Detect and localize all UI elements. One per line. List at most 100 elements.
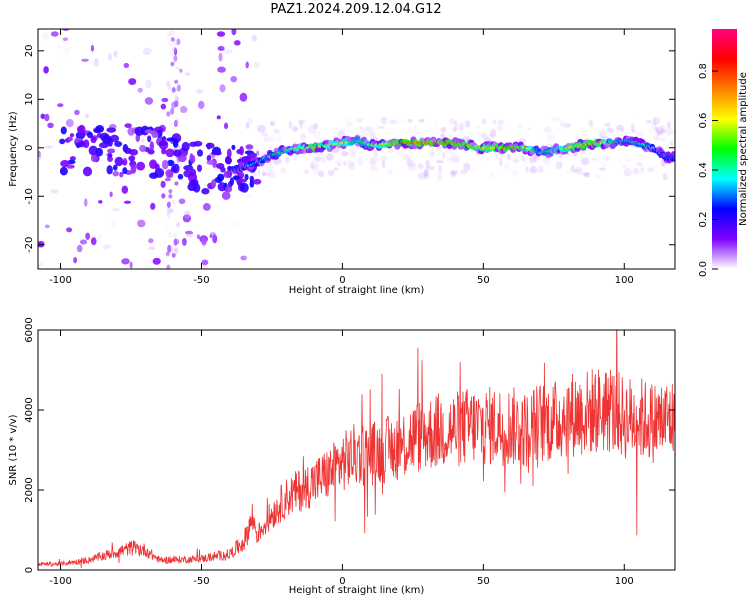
spectrogram-cell [168, 232, 173, 238]
snr-x-axis-label: Height of straight line (km) [289, 585, 425, 596]
spectrogram-cell [110, 220, 116, 227]
spectrogram-cell [82, 166, 93, 177]
spectrogram-cell [525, 166, 529, 173]
spectrogram-cell [66, 227, 73, 233]
spectrogram-cell [62, 37, 69, 41]
spectrogram-x-ticks: -100 -50 0 50 100 [49, 29, 634, 286]
spectrogram-cell [504, 162, 509, 171]
spectrogram-cell [406, 157, 412, 166]
spectrogram-cell [240, 255, 247, 261]
spectrogram-cell [40, 113, 46, 120]
spectrogram-cell [189, 153, 194, 163]
spectrogram-cell [38, 152, 42, 161]
spectrogram-cell [57, 103, 64, 108]
spectrogram-cell [456, 124, 463, 131]
spectrogram-cell [300, 133, 307, 141]
spectrogram-cell [372, 149, 379, 157]
spectrogram-cell [640, 167, 645, 173]
spectrogram-cell [548, 161, 553, 171]
spectrogram-cell [90, 237, 97, 246]
spectrogram-cell [106, 127, 117, 133]
spectrogram-cell [373, 172, 379, 180]
spectrogram-cells [38, 29, 675, 269]
spectrogram-cell [60, 159, 70, 168]
spectrogram-cell [144, 129, 153, 134]
spectrogram-cell [57, 137, 61, 142]
spectrogram-cell [381, 160, 386, 169]
spectrogram-cell [171, 87, 176, 93]
spectrogram-cell [478, 131, 487, 140]
spectrogram-cell [201, 237, 207, 246]
spectrogram-cell [166, 201, 171, 208]
x-tick-label: -50 [193, 576, 209, 587]
spectrogram-cell [154, 126, 164, 132]
spectrogram-cell [342, 125, 346, 131]
spectrogram-cell [175, 65, 180, 71]
spectrogram-cell [59, 138, 66, 145]
spectrogram-cell [90, 136, 97, 144]
spectrogram-cell [221, 191, 231, 200]
spectrogram-cell [107, 137, 113, 147]
snr-y-ticks: 0 2000 4000 6000 [24, 317, 675, 573]
spectrogram-cell [449, 169, 458, 175]
spectrogram-cell [425, 159, 431, 169]
spectrogram-cell [142, 47, 152, 55]
spectrogram-cell [607, 126, 612, 131]
spectrogram-cell [60, 126, 67, 135]
spectrogram-cell [495, 153, 503, 162]
spectrogram-cell [327, 169, 335, 177]
spectrogram-cell [398, 134, 407, 139]
spectrogram-cell [170, 37, 175, 42]
spectrogram-cell [102, 244, 111, 250]
spectrogram-cell [660, 128, 666, 134]
spectrogram-cell [90, 153, 98, 163]
spectrogram-cell [111, 207, 121, 212]
spectrogram-cell [671, 130, 675, 135]
spectrogram-cell [79, 239, 88, 245]
spectrogram-cell [107, 156, 114, 162]
spectrogram-cell [107, 53, 113, 61]
spectrogram-cell [645, 119, 653, 124]
spectrogram-cell [655, 129, 664, 134]
spectrogram-cell [124, 123, 132, 128]
spectrogram-cell [450, 171, 456, 178]
spectrogram-cell [43, 66, 49, 74]
spectrogram-cell [161, 136, 167, 141]
spectrogram-cell [42, 32, 50, 41]
spectrogram-cell [47, 122, 54, 129]
spectrogram-cell [179, 68, 183, 73]
spectrogram-cell [182, 237, 187, 246]
spectrogram-cell [176, 38, 181, 46]
spectrogram-cell [653, 117, 657, 126]
spectrogram-cell [211, 179, 217, 189]
spectrogram-cell [107, 148, 116, 154]
spectrogram-cell [538, 164, 544, 174]
spectrogram-cell [349, 151, 356, 159]
spectrogram-cell [618, 158, 622, 164]
spectrogram-cell [171, 252, 176, 258]
spectrogram-cell [216, 115, 221, 120]
spectrogram-cell [388, 119, 398, 125]
spectrogram-cell [173, 238, 178, 246]
spectrogram-cell [299, 121, 303, 130]
spectrogram-cell [616, 124, 624, 132]
y-tick-label: 0 [24, 145, 35, 151]
spectrogram-cell [93, 128, 101, 134]
spectrogram-cell [106, 165, 113, 175]
spectrogram-cell [651, 123, 656, 128]
spectrogram-cell [185, 230, 194, 238]
spectrogram-cell [303, 125, 313, 131]
spectrogram-cell [452, 126, 457, 132]
spectrogram-cell [632, 167, 640, 175]
spectrogram-cell [416, 173, 422, 178]
spectrogram-cell [167, 84, 172, 91]
spectrogram-cell [152, 257, 161, 265]
spectrogram-cell [582, 172, 590, 176]
spectrogram-cell [313, 166, 319, 176]
spectrogram-cell [195, 89, 204, 94]
spectrogram-cell [503, 125, 508, 133]
spectrogram-cell [413, 124, 417, 130]
spectrogram-cell [648, 127, 656, 134]
spectrogram-cell [166, 211, 171, 219]
